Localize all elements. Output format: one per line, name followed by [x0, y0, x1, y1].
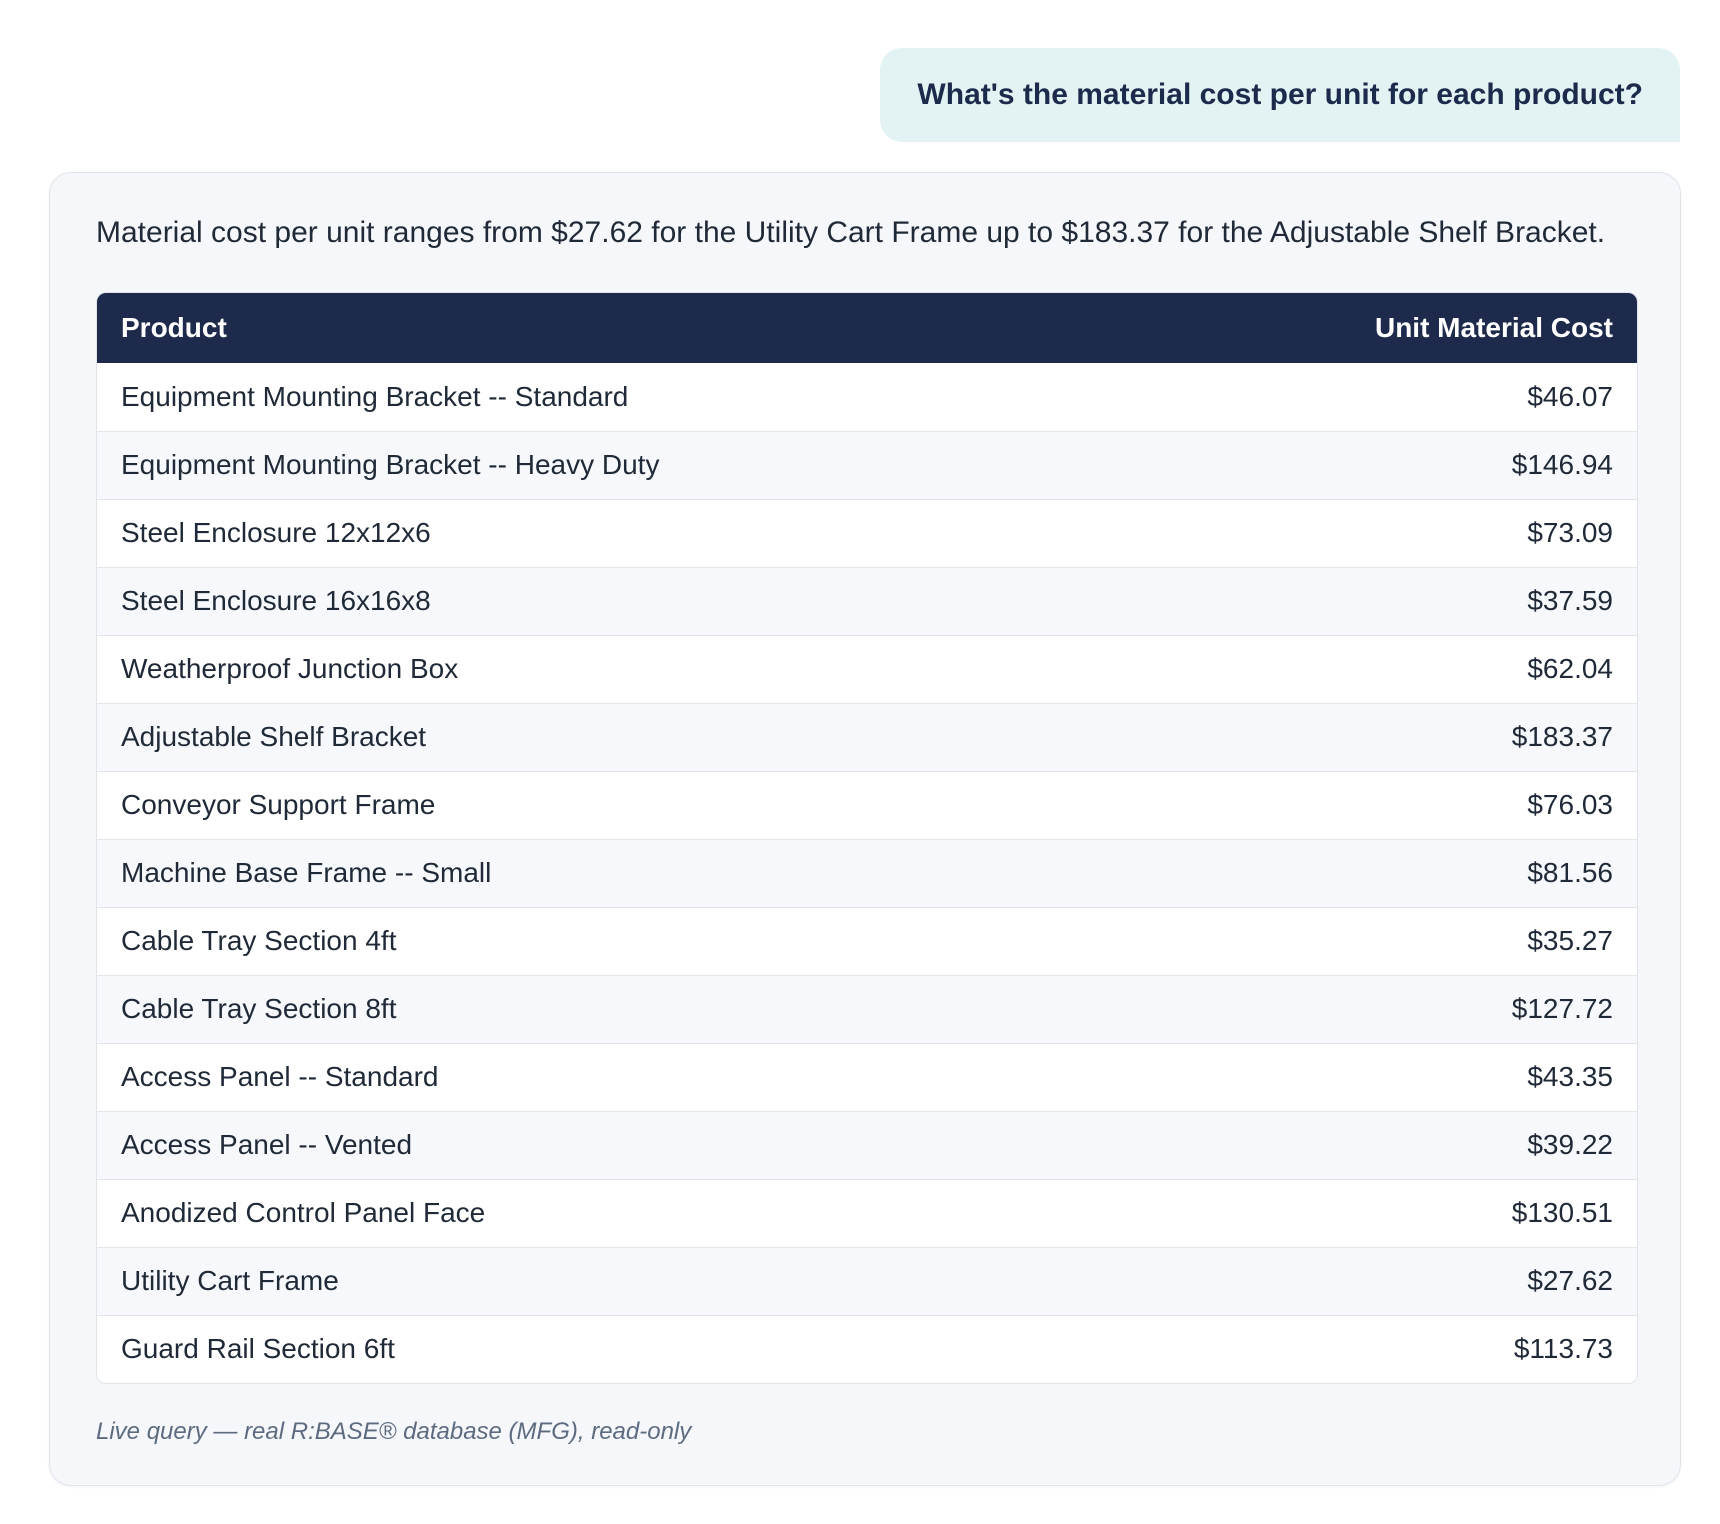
product-name-cell: Utility Cart Frame	[121, 1265, 339, 1296]
unit-material-cost-cell: $39.22	[1527, 1129, 1613, 1160]
unit-material-cost-cell: $130.51	[1511, 1197, 1613, 1228]
unit-material-cost-cell: $113.73	[1513, 1333, 1613, 1365]
product-name-cell: Equipment Mounting Bracket -- Heavy Duty	[121, 449, 660, 480]
product-name-cell: Machine Base Frame -- Small	[121, 857, 492, 888]
table-row: Steel Enclosure 16x16x8 $37.59	[97, 567, 1637, 635]
unit-material-cost-cell: $81.56	[1527, 857, 1613, 888]
table-row: Access Panel -- Standard $43.35	[97, 1043, 1637, 1111]
unit-material-cost-cell: $35.27	[1527, 925, 1613, 956]
table-row: Conveyor Support Frame $76.03	[97, 771, 1637, 839]
table-row: Equipment Mounting Bracket -- Heavy Duty…	[97, 431, 1637, 499]
product-name-cell: Equipment Mounting Bracket -- Standard	[121, 380, 629, 412]
product-name-cell: Access Panel -- Vented	[121, 1129, 413, 1160]
product-name-cell: Access Panel -- Standard	[121, 1061, 439, 1092]
product-name-cell: Anodized Control Panel Face	[121, 1197, 486, 1228]
product-name-cell: Cable Tray Section 4ft	[121, 925, 397, 956]
table-row: Anodized Control Panel Face $130.51	[97, 1179, 1637, 1247]
response-summary: Material cost per unit ranges from $27.6…	[96, 216, 1606, 249]
product-name-cell: Guard Rail Section 6ft	[121, 1333, 395, 1365]
table-row: Guard Rail Section 6ft $113.73	[97, 1315, 1637, 1383]
product-name-cell: Weatherproof Junction Box	[121, 653, 459, 684]
product-name-cell: Adjustable Shelf Bracket	[121, 721, 427, 752]
table-row: Weatherproof Junction Box $62.04	[97, 635, 1637, 703]
product-name-cell: Steel Enclosure 12x12x6	[121, 517, 431, 548]
unit-material-cost-cell: $37.59	[1527, 585, 1613, 616]
unit-material-cost-cell: $27.62	[1527, 1265, 1613, 1296]
user-message-text: What's the material cost per unit for ea…	[917, 78, 1643, 111]
table-row: Utility Cart Frame $27.62	[97, 1247, 1637, 1315]
user-message-bubble: What's the material cost per unit for ea…	[880, 48, 1680, 142]
column-header-unit-material-cost: Unit Material Cost	[1374, 312, 1613, 343]
unit-material-cost-cell: $46.07	[1527, 380, 1613, 412]
table-row: Machine Base Frame -- Small $81.56	[97, 839, 1637, 907]
table-row: Cable Tray Section 4ft $35.27	[97, 907, 1637, 975]
unit-material-cost-cell: $183.37	[1511, 721, 1613, 752]
product-name-cell: Steel Enclosure 16x16x8	[121, 585, 431, 616]
column-header-product: Product	[121, 312, 227, 343]
table-row: Cable Tray Section 8ft $127.72	[97, 975, 1637, 1043]
product-name-cell: Conveyor Support Frame	[121, 789, 436, 820]
material-cost-table: Product Unit Material Cost Equipment Mou…	[96, 292, 1638, 1384]
unit-material-cost-cell: $62.04	[1527, 653, 1613, 684]
table-row: Equipment Mounting Bracket -- Standard $4…	[97, 363, 1637, 431]
unit-material-cost-cell: $43.35	[1527, 1061, 1613, 1092]
table-body: Equipment Mounting Bracket -- Standard $4…	[97, 363, 1637, 1383]
unit-material-cost-cell: $73.09	[1527, 517, 1613, 548]
product-name-cell: Cable Tray Section 8ft	[121, 993, 397, 1024]
table-row: Access Panel -- Vented $39.22	[97, 1111, 1637, 1179]
query-source-footnote: Live query — real R:BASE® database (MFG)…	[96, 1418, 692, 1445]
assistant-response-card: Material cost per unit ranges from $27.6…	[49, 172, 1681, 1486]
table-header-row: Product Unit Material Cost	[97, 293, 1637, 363]
table-row: Steel Enclosure 12x12x6 $73.09	[97, 499, 1637, 567]
unit-material-cost-cell: $146.94	[1511, 449, 1613, 480]
unit-material-cost-cell: $127.72	[1511, 993, 1613, 1024]
table-row: Adjustable Shelf Bracket $183.37	[97, 703, 1637, 771]
unit-material-cost-cell: $76.03	[1527, 789, 1613, 820]
